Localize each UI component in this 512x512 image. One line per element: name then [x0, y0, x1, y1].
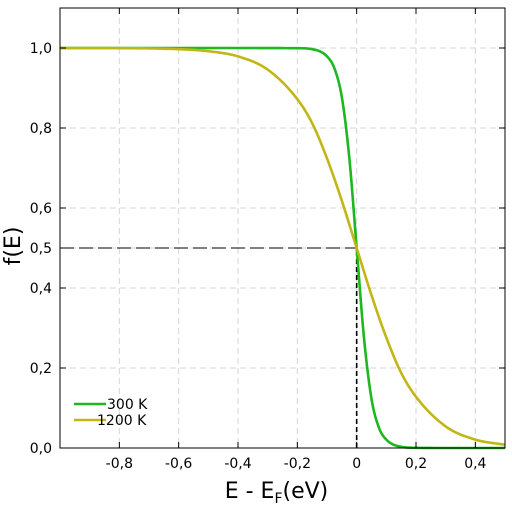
plot-frame — [59, 7, 506, 449]
x-axis-title-main: E - E — [225, 479, 275, 504]
x-axis-title-subscript: F — [274, 491, 282, 507]
y-tick-label: 0,5 — [30, 241, 52, 257]
y-tick-label: 0,6 — [30, 201, 52, 217]
series-line-1200-k — [60, 46, 506, 447]
x-tick-label: -0,2 — [284, 456, 311, 472]
x-tick-label: 0,4 — [464, 456, 486, 472]
x-tick-label: 0 — [352, 456, 361, 472]
grid — [60, 8, 505, 449]
y-tick-label: 0,0 — [30, 441, 52, 457]
x-tick-label: -0,6 — [165, 456, 192, 472]
legend-label: 300 K — [107, 397, 148, 413]
y-axis-title: f(E) — [1, 227, 26, 266]
x-tick-label: -0,8 — [106, 456, 133, 472]
y-tick-label: 0,8 — [30, 121, 52, 137]
legend-label: 1200 K — [97, 413, 147, 429]
y-tick-label: 0,2 — [30, 361, 52, 377]
y-tick-label: 1,0 — [30, 41, 52, 57]
x-tick-label: 0,2 — [405, 456, 427, 472]
x-axis-title: E - EF(eV) — [225, 479, 329, 507]
x-axis-title-unit: (eV) — [283, 479, 329, 504]
x-tick-label: -0,4 — [224, 456, 251, 472]
reference-lines — [60, 247, 358, 448]
ticks: -0,8 -0,6 -0,4 -0,2 0 0,2 0,4 0,0 0,2 0,4 0,5 0,6 0,… — [30, 8, 505, 472]
y-tick-label: 0,4 — [30, 281, 52, 297]
